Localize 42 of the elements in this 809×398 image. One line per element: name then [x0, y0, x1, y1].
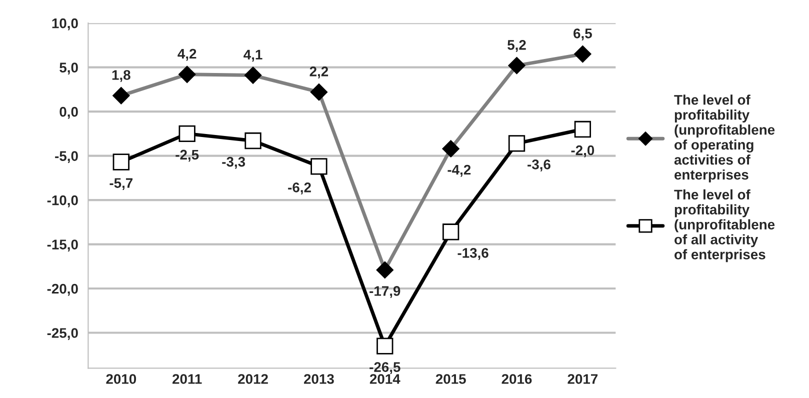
- x-tick-label: 2011: [172, 374, 202, 384]
- x-tick-label: 2016: [502, 374, 532, 384]
- y-tick-label: -5,0: [55, 151, 78, 163]
- point: [112, 154, 130, 170]
- x-tick-label: 2017: [568, 374, 598, 384]
- point: [376, 338, 394, 354]
- data-label: -2,5: [176, 150, 199, 162]
- x-tick-label: 2015: [436, 374, 466, 384]
- data-label: -4,2: [448, 164, 471, 177]
- x-tick-label: 2014: [370, 374, 400, 384]
- point: [442, 224, 460, 240]
- point: [574, 120, 592, 138]
- legend-label: The level of profitability (unprofitablene of operating activities of enterprises: [674, 94, 775, 182]
- y-tick-label: -15,0: [47, 240, 78, 252]
- data-label: -13,6: [458, 248, 488, 260]
- point: [178, 125, 196, 142]
- data-label: 6,5: [574, 28, 592, 40]
- data-label: -26,5: [370, 362, 400, 374]
- data-label: -5,7: [110, 178, 133, 190]
- data-label: -17,9: [370, 286, 400, 298]
- y-tick-label: -25,0: [47, 328, 78, 340]
- x-tick-label: 2013: [304, 374, 334, 384]
- data-label: -6,2: [288, 182, 311, 194]
- data-label: 4,2: [178, 48, 196, 61]
- data-label: 1,8: [112, 70, 130, 82]
- y-tick-label: -20,0: [47, 284, 78, 296]
- data-label: 2,2: [310, 66, 328, 78]
- data-label: -2,0: [571, 145, 594, 158]
- y-tick-label: 5,0: [60, 62, 78, 75]
- point: [508, 135, 526, 152]
- data-label: 5,2: [508, 40, 526, 52]
- point: [244, 132, 262, 150]
- legend-label: The level of profitability (unprofitablene of all activity of enterprises: [674, 189, 775, 262]
- data-label: -3,3: [222, 156, 246, 169]
- data-label: 4,1: [244, 50, 262, 62]
- point: [310, 158, 328, 175]
- x-tick-label: 2010: [106, 374, 136, 384]
- y-tick-label: 0,0: [60, 106, 78, 119]
- data-label: -3,6: [528, 160, 550, 172]
- y-tick-label: 10,0: [52, 18, 78, 30]
- x-tick-label: 2012: [238, 374, 268, 384]
- y-tick-label: -10,0: [47, 195, 78, 208]
